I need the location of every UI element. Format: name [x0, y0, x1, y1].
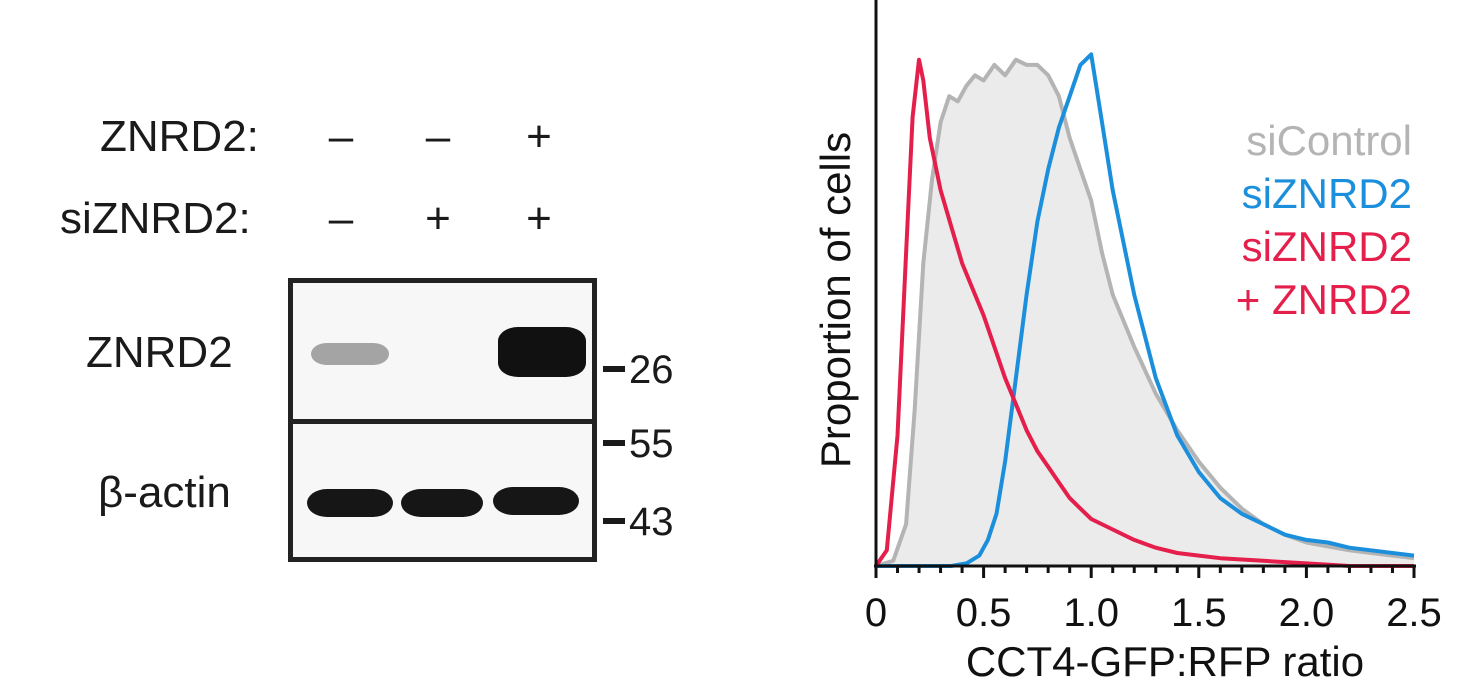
band-actin-lane-3 [493, 487, 579, 515]
mw-tick-55 [603, 440, 625, 446]
y-axis-label: Proportion of cells [812, 132, 859, 468]
condition-znrd2-lane-3: + [526, 112, 552, 161]
x-tick-label: 1.0 [1063, 591, 1119, 635]
legend-entry-1: siZNRD2 [1242, 170, 1412, 217]
band-znrd2-lane-1 [311, 343, 389, 365]
series-fill-0 [876, 59, 1414, 566]
x-tick-label: 0.5 [956, 591, 1012, 635]
band-actin-lane-1 [307, 489, 393, 517]
condition-znrd2-lane-2: – [425, 112, 451, 161]
x-tick-label: 2.5 [1386, 591, 1442, 635]
series-line-2 [874, 57, 1414, 568]
legend-entry-2: + ZNRD2 [1236, 276, 1412, 323]
blot-row-label-actin: β-actin [98, 468, 231, 517]
condition-label-siznrd2: siZNRD2: [60, 194, 251, 243]
legend-entry-0: siControl [1246, 117, 1412, 164]
blot-image-znrd2 [288, 278, 597, 424]
condition-siznrd2-lane-3: + [526, 194, 552, 243]
band-znrd2-lane-3 [498, 327, 586, 377]
condition-siznrd2-lane-1: – [328, 194, 354, 243]
mw-tick-26 [603, 366, 625, 372]
series-line-1 [876, 52, 1415, 568]
legend-entry-2: siZNRD2 [1242, 223, 1412, 270]
mw-label-55: 55 [629, 422, 674, 466]
mw-tick-43 [603, 518, 625, 524]
x-tick-label: 2.0 [1279, 591, 1335, 635]
condition-znrd2-lane-1: – [328, 112, 354, 161]
series-line-0 [875, 57, 1415, 568]
mw-label-43: 43 [629, 500, 674, 544]
blot-row-label-znrd2: ZNRD2 [86, 328, 233, 377]
x-axis-label: CCT4-GFP:RFP ratio [966, 638, 1364, 678]
condition-siznrd2-lane-2: + [425, 194, 451, 243]
condition-label-znrd2: ZNRD2: [100, 112, 259, 161]
blot-image-actin [288, 419, 597, 562]
x-tick-label: 0 [865, 591, 887, 635]
x-tick-label: 1.5 [1171, 591, 1227, 635]
band-actin-lane-2 [401, 489, 483, 517]
mw-label-26: 26 [629, 348, 674, 392]
